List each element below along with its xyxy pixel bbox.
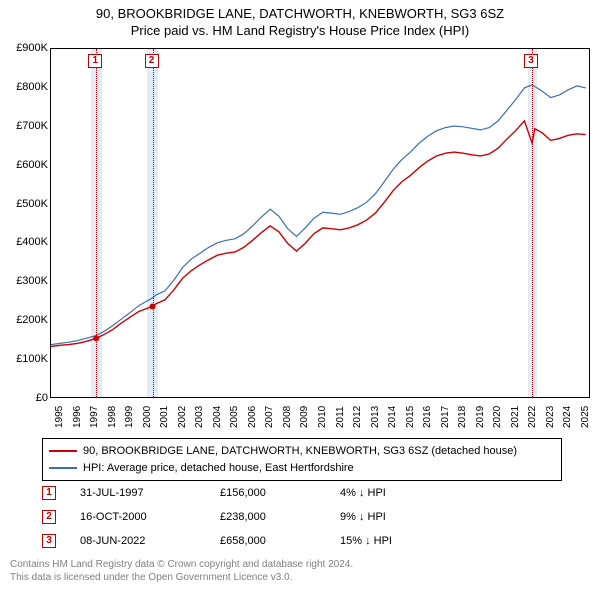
sale-vline [96, 49, 97, 397]
x-tick-label: 2016 [422, 406, 433, 428]
sale-date-2: 16-OCT-2000 [80, 511, 220, 523]
x-tick-label: 2017 [440, 406, 451, 428]
x-tick-label: 1998 [107, 406, 118, 428]
x-tick-label: 2023 [545, 406, 556, 428]
x-tick-label: 2011 [335, 406, 346, 428]
sale-date-1: 31-JUL-1997 [80, 487, 220, 499]
x-tick-label: 2013 [370, 406, 381, 428]
sale-marker-1: 1 [42, 486, 56, 500]
sale-vline [532, 49, 533, 397]
y-tick-label: £100K [16, 353, 48, 365]
y-tick-label: £200K [16, 314, 48, 326]
x-tick-label: 2009 [299, 406, 310, 428]
title-line-2: Price paid vs. HM Land Registry's House … [0, 23, 600, 40]
legend-swatch-property [49, 450, 77, 452]
sale-diff-2: 9% ↓ HPI [340, 511, 460, 523]
x-tick-label: 2001 [159, 406, 170, 428]
chart-container: 90, BROOKBRIDGE LANE, DATCHWORTH, KNEBWO… [0, 0, 600, 590]
footnote: Contains HM Land Registry data © Crown c… [10, 558, 353, 584]
chart-marker: 2 [145, 54, 159, 68]
footnote-line-1: Contains HM Land Registry data © Crown c… [10, 558, 353, 571]
legend-swatch-hpi [49, 467, 77, 469]
x-tick-label: 2008 [282, 406, 293, 428]
y-tick-label: £0 [36, 392, 48, 404]
x-tick-label: 1995 [54, 406, 65, 428]
y-tick-label: £500K [16, 198, 48, 210]
legend-label-hpi: HPI: Average price, detached house, East… [83, 460, 354, 477]
x-tick-label: 2014 [387, 406, 398, 428]
sale-diff-3: 15% ↓ HPI [340, 535, 460, 547]
sale-row-2: 2 16-OCT-2000 £238,000 9% ↓ HPI [42, 510, 562, 524]
legend-label-property: 90, BROOKBRIDGE LANE, DATCHWORTH, KNEBWO… [83, 443, 517, 460]
x-tick-label: 2015 [405, 406, 416, 428]
sale-price-1: £156,000 [220, 487, 340, 499]
y-tick-label: £900K [16, 42, 48, 54]
y-tick-label: £300K [16, 275, 48, 287]
sale-price-2: £238,000 [220, 511, 340, 523]
sale-vline [153, 49, 154, 397]
chart-marker: 3 [524, 54, 538, 68]
x-tick-label: 2020 [492, 406, 503, 428]
y-tick-label: £600K [16, 159, 48, 171]
x-tick-label: 2010 [317, 406, 328, 428]
x-tick-label: 2006 [247, 406, 258, 428]
x-tick-label: 2025 [580, 406, 591, 428]
x-tick-label: 1996 [72, 406, 83, 428]
x-tick-label: 2018 [457, 406, 468, 428]
x-tick-label: 2002 [177, 406, 188, 428]
footnote-line-2: This data is licensed under the Open Gov… [10, 571, 353, 584]
plot-svg [51, 49, 591, 399]
sale-marker-2: 2 [42, 510, 56, 524]
legend-row-property: 90, BROOKBRIDGE LANE, DATCHWORTH, KNEBWO… [49, 443, 555, 460]
x-tick-label: 1999 [124, 406, 135, 428]
sale-diff-1: 4% ↓ HPI [340, 487, 460, 499]
sale-price-3: £658,000 [220, 535, 340, 547]
y-tick-label: £800K [16, 81, 48, 93]
title-line-1: 90, BROOKBRIDGE LANE, DATCHWORTH, KNEBWO… [0, 6, 600, 23]
chart-title: 90, BROOKBRIDGE LANE, DATCHWORTH, KNEBWO… [0, 0, 600, 40]
x-tick-label: 2024 [562, 406, 573, 428]
x-tick-label: 2007 [264, 406, 275, 428]
x-tick-label: 2003 [194, 406, 205, 428]
legend-row-hpi: HPI: Average price, detached house, East… [49, 460, 555, 477]
x-tick-label: 2022 [527, 406, 538, 428]
x-tick-label: 2021 [510, 406, 521, 428]
sale-row-3: 3 08-JUN-2022 £658,000 15% ↓ HPI [42, 534, 562, 548]
x-tick-label: 2000 [142, 406, 153, 428]
x-tick-label: 2004 [212, 406, 223, 428]
y-tick-label: £700K [16, 120, 48, 132]
x-tick-label: 1997 [89, 406, 100, 428]
y-tick-label: £400K [16, 236, 48, 248]
x-tick-label: 2019 [475, 406, 486, 428]
legend: 90, BROOKBRIDGE LANE, DATCHWORTH, KNEBWO… [42, 438, 562, 481]
x-tick-label: 2005 [229, 406, 240, 428]
plot-area [50, 48, 590, 398]
x-tick-label: 2012 [352, 406, 363, 428]
sale-date-3: 08-JUN-2022 [80, 535, 220, 547]
chart-marker: 1 [88, 54, 102, 68]
sale-marker-3: 3 [42, 534, 56, 548]
sale-row-1: 1 31-JUL-1997 £156,000 4% ↓ HPI [42, 486, 562, 500]
